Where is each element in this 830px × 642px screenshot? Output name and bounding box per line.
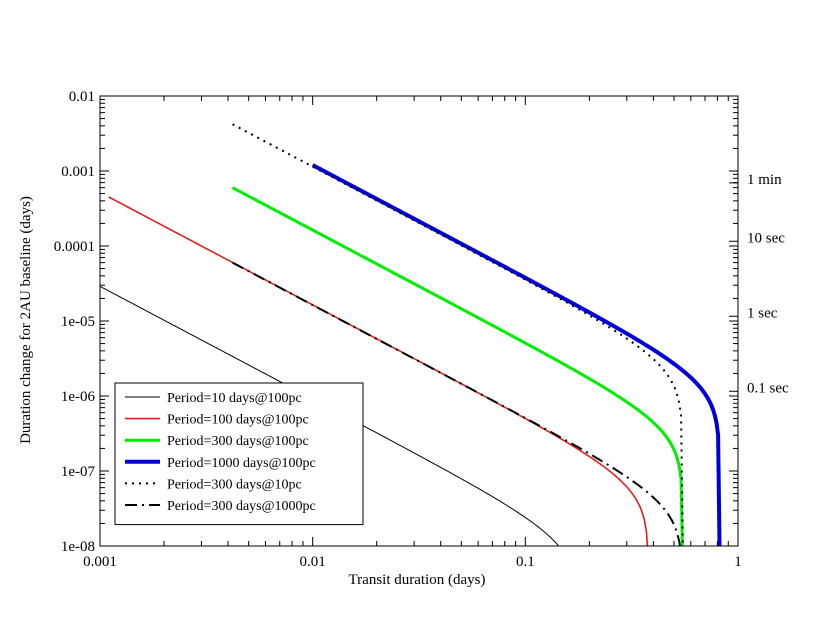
series-line-4 [311,163,722,546]
series-line-5 [232,123,684,546]
legend-entry: Period=300 days@10pc [167,477,302,492]
y-tick-label: 1e-08 [61,539,95,555]
series-layer [100,123,722,546]
legend-box [114,382,364,526]
y-tick-label: 1e-05 [61,314,95,330]
right-label: 0.1 sec [747,380,789,396]
axes-layer: 0.001 0.01 0.1 1 0.01 0.001 0.0001 1e-05 1e-06 1e… [54,89,742,570]
legend-entry: Period=300 days@1000pc [167,499,316,514]
x-tick-label: 1 [734,554,742,570]
x-tick-label: 0.001 [83,554,117,570]
legend-entry: Period=10 days@100pc [167,391,302,406]
legend-entry: Period=300 days@100pc [167,434,309,449]
right-labels: 1 min 10 sec 1 sec 0.1 sec [729,172,789,396]
x-axis-label: Transit duration (days) [349,572,486,588]
y-tick-label: 0.0001 [54,239,95,255]
x-tick-label: 0.1 [516,554,535,570]
legend-entry: Period=100 days@100pc [167,413,309,428]
series-line-6 [232,261,681,546]
y-tick-label: 1e-07 [61,464,96,480]
right-label: 1 min [747,172,782,188]
right-label: 1 sec [747,305,778,321]
x-tick-label: 0.01 [300,554,326,570]
series-line-2 [108,196,649,546]
y-tick-label: 0.001 [61,164,95,180]
y-tick-label: 1e-06 [61,389,96,405]
y-axis-label: Duration change for 2AU baseline (days) [18,196,34,444]
legend: Period=10 days@100pc Period=100 days@100p… [114,382,364,526]
series-line-3 [231,186,684,546]
y-tick-label: 0.01 [69,89,95,105]
right-label: 10 sec [747,230,785,246]
legend-entry: Period=1000 days@100pc [167,456,316,471]
